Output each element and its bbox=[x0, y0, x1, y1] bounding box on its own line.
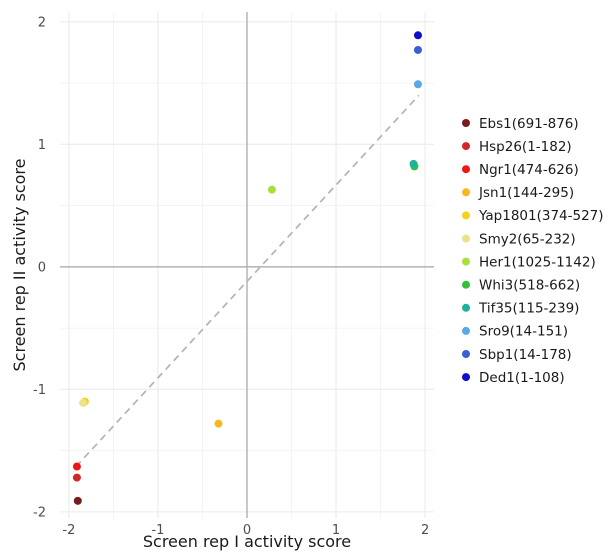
legend: Ebs1(691-876) Hsp26(1-182) Ngr1(474-626) Js… bbox=[462, 116, 604, 386]
data-point bbox=[72, 462, 81, 471]
zero-lines bbox=[60, 12, 434, 518]
data-point bbox=[409, 159, 418, 168]
x-tick-label: -2 bbox=[62, 523, 75, 538]
y-tick-label: -2 bbox=[33, 505, 46, 520]
data-point bbox=[79, 398, 88, 407]
legend-swatch bbox=[462, 280, 470, 289]
legend-item: Ded1(1-108) bbox=[462, 370, 565, 386]
y-tick-labels: -2 -1 0 1 2 bbox=[33, 15, 46, 520]
legend-label: Jsn1(144-295) bbox=[478, 185, 574, 201]
data-point bbox=[413, 80, 422, 89]
legend-label: Her1(1025-1142) bbox=[479, 254, 596, 270]
x-axis-title: Screen rep I activity score bbox=[143, 532, 351, 551]
legend-swatch bbox=[462, 165, 470, 174]
legend-label: Sbp1(14-178) bbox=[479, 347, 572, 363]
legend-swatch bbox=[462, 211, 470, 220]
data-point bbox=[72, 473, 81, 482]
legend-label: Hsp26(1-182) bbox=[479, 139, 572, 155]
legend-item: Yap1801(374-527) bbox=[462, 208, 604, 224]
legend-item: Hsp26(1-182) bbox=[462, 139, 572, 155]
legend-swatch bbox=[462, 142, 470, 151]
trend-line bbox=[75, 94, 420, 468]
legend-swatch bbox=[462, 373, 470, 382]
y-axis-title: Screen rep II activity score bbox=[10, 159, 29, 372]
x-tick-label: 1 bbox=[332, 523, 340, 538]
data-points bbox=[72, 31, 422, 505]
legend-item: Tif35(115-239) bbox=[462, 301, 579, 317]
legend-label: Ded1(1-108) bbox=[479, 370, 565, 386]
legend-swatch bbox=[462, 257, 470, 266]
legend-label: Ebs1(691-876) bbox=[479, 116, 579, 132]
legend-swatch bbox=[462, 350, 470, 358]
legend-swatch bbox=[462, 188, 470, 197]
data-point bbox=[214, 419, 223, 428]
legend-label: Whi3(518-662) bbox=[479, 278, 580, 294]
x-tick-labels: -2 -1 0 1 2 bbox=[62, 523, 429, 538]
legend-item: Sro9(14-151) bbox=[462, 324, 568, 340]
legend-label: Yap1801(374-527) bbox=[478, 208, 604, 224]
data-point bbox=[267, 185, 276, 194]
x-tick-label: -1 bbox=[151, 523, 164, 538]
legend-item: Her1(1025-1142) bbox=[462, 254, 596, 270]
y-tick-label: 2 bbox=[38, 15, 46, 30]
data-point bbox=[413, 31, 422, 40]
legend-item: Ngr1(474-626) bbox=[462, 162, 579, 178]
legend-swatch bbox=[462, 119, 470, 127]
legend-item: Smy2(65-232) bbox=[462, 231, 576, 247]
y-tick-label: 0 bbox=[38, 260, 46, 275]
legend-label: Sro9(14-151) bbox=[479, 324, 568, 340]
y-tick-label: -1 bbox=[33, 383, 46, 398]
legend-swatch bbox=[462, 326, 470, 335]
legend-swatch bbox=[462, 303, 470, 312]
legend-item: Whi3(518-662) bbox=[462, 278, 580, 294]
data-point bbox=[413, 45, 422, 54]
y-tick-label: 1 bbox=[38, 138, 46, 153]
legend-label: Tif35(115-239) bbox=[478, 301, 579, 317]
legend-swatch bbox=[462, 234, 470, 243]
legend-label: Smy2(65-232) bbox=[479, 231, 576, 247]
legend-item: Jsn1(144-295) bbox=[462, 185, 574, 201]
x-tick-label: 0 bbox=[243, 523, 251, 538]
x-tick-label: 2 bbox=[421, 523, 429, 538]
legend-item: Sbp1(14-178) bbox=[462, 347, 572, 363]
legend-item: Ebs1(691-876) bbox=[462, 116, 579, 132]
data-point bbox=[73, 496, 82, 505]
legend-label: Ngr1(474-626) bbox=[479, 162, 579, 178]
